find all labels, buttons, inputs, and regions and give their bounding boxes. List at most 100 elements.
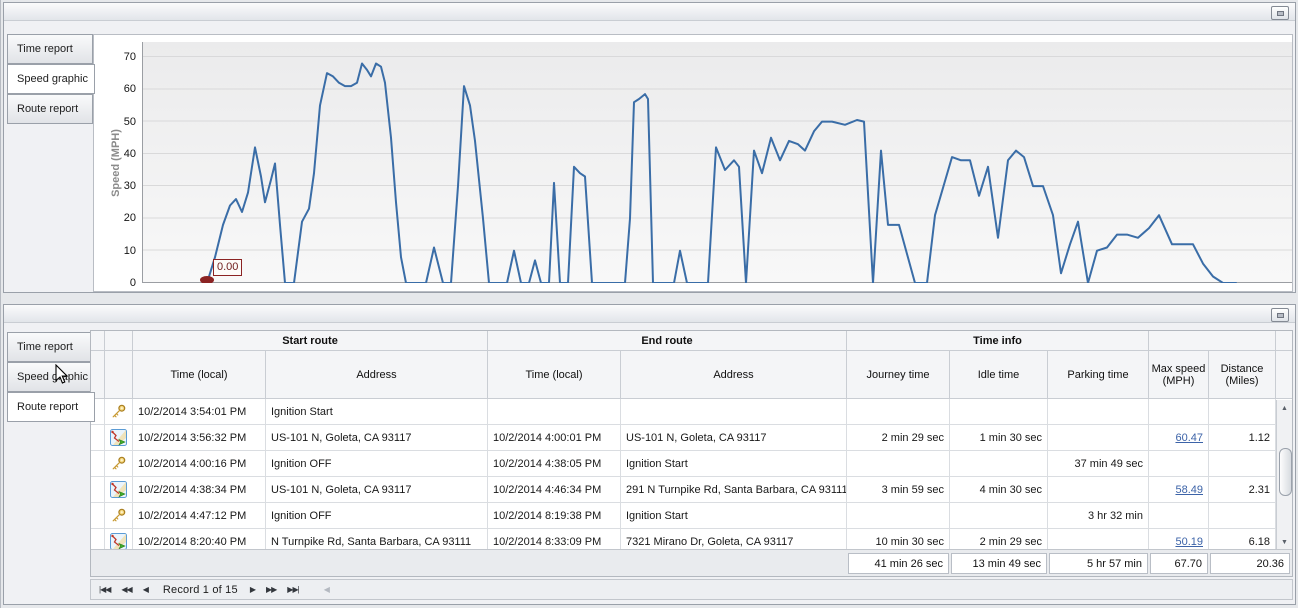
collapse-panel-button[interactable]: [1271, 6, 1289, 20]
header-max-speed[interactable]: Max speed (MPH): [1149, 351, 1209, 399]
cell-journey-time: [847, 451, 950, 477]
cell-max-speed: 58.49: [1149, 477, 1209, 503]
cell-max-speed: [1149, 399, 1209, 425]
key-icon: [112, 404, 126, 418]
scroll-up-button[interactable]: ▲: [1281, 404, 1288, 412]
cell-max-speed: [1149, 503, 1209, 529]
route-report-panel: Time report Speed graphic Route report Sta…: [3, 304, 1296, 605]
cell-distance: [1209, 451, 1276, 477]
header-scroll-spacer: [1276, 331, 1292, 351]
chart-plot-area: [142, 42, 1292, 283]
header-end-address[interactable]: Address: [621, 351, 847, 399]
last-record-button[interactable]: ▶▶|: [287, 585, 299, 594]
next-page-button[interactable]: ▶▶: [265, 585, 277, 594]
summary-distance: 20.36: [1210, 553, 1290, 574]
cell-end-address: 291 N Turnpike Rd, Santa Barbara, CA 931…: [621, 477, 847, 503]
cell-start-time: 10/2/2014 4:00:16 PM: [133, 451, 266, 477]
subheader-indicator: [91, 351, 105, 399]
header-start-address[interactable]: Address: [266, 351, 488, 399]
tab-time-report[interactable]: Time report: [7, 332, 93, 362]
cell-distance: [1209, 503, 1276, 529]
prior-page-button[interactable]: ◀◀: [121, 585, 132, 594]
cell-journey-time: [847, 503, 950, 529]
summary-row: 41 min 26 sec 13 min 49 sec 5 hr 57 min …: [91, 549, 1292, 576]
vertical-scrollbar[interactable]: ▲ ▼: [1276, 400, 1292, 550]
cell-start-time: 10/2/2014 4:38:34 PM: [133, 477, 266, 503]
tab-route-report[interactable]: Route report: [7, 392, 95, 422]
series-start-marker: [200, 276, 214, 283]
record-navigator: |◀◀ ◀◀ ◀ Record 1 of 15 ▶ ▶▶ ▶▶| ◀: [90, 579, 1293, 600]
summary-parking-time: 5 hr 57 min: [1049, 553, 1148, 574]
cell-end-address: [621, 399, 847, 425]
cell-start-address: US-101 N, Goleta, CA 93117: [266, 425, 488, 451]
scroll-thumb[interactable]: [1279, 448, 1292, 496]
speed-chart-svg: [142, 42, 1292, 283]
tab-route-report[interactable]: Route report: [7, 94, 93, 124]
collapse-panel-button[interactable]: [1271, 308, 1289, 322]
collapse-icon: [1276, 312, 1284, 318]
cell-parking-time: [1048, 529, 1149, 549]
cell-end-time: 10/2/2014 8:33:09 PM: [488, 529, 621, 549]
cell-start-address: Ignition Start: [266, 399, 488, 425]
cell-start-time: 10/2/2014 3:56:32 PM: [133, 425, 266, 451]
y-tick-label: 50: [123, 115, 136, 128]
table-row[interactable]: 10/2/2014 4:47:12 PM Ignition OFF 10/2/201…: [91, 503, 1276, 529]
header-journey-time[interactable]: Journey time: [847, 351, 950, 399]
cell-end-time: 10/2/2014 4:38:05 PM: [488, 451, 621, 477]
max-speed-link[interactable]: 60.47: [1175, 431, 1203, 444]
subheader-scroll-spacer: [1276, 351, 1292, 399]
cell-start-time: 10/2/2014 4:47:12 PM: [133, 503, 266, 529]
cell-indicator: [91, 425, 105, 451]
header-time-info: Time info: [847, 331, 1149, 351]
header-start-time[interactable]: Time (local): [133, 351, 266, 399]
table-subheader-row: Time (local) Address Time (local) Addres…: [91, 351, 1292, 399]
first-record-button[interactable]: |◀◀: [99, 585, 111, 594]
table-row[interactable]: 10/2/2014 3:54:01 PM Ignition Start: [91, 399, 1276, 425]
horizontal-scroll-left-arrow[interactable]: ◀: [323, 585, 330, 594]
table-row[interactable]: 10/2/2014 8:20:40 PM N Turnpike Rd, Santa…: [91, 529, 1276, 549]
route-icon: [110, 481, 127, 498]
table-row[interactable]: 10/2/2014 4:38:34 PM US-101 N, Goleta, CA…: [91, 477, 1276, 503]
cell-max-speed: 60.47: [1149, 425, 1209, 451]
cell-idle-time: [950, 503, 1048, 529]
y-tick-label: 0: [129, 277, 136, 289]
key-icon: [112, 456, 126, 470]
cell-indicator: [91, 477, 105, 503]
max-speed-link[interactable]: 50.19: [1175, 535, 1203, 548]
header-icon-column: [105, 331, 133, 351]
prior-record-button[interactable]: ◀: [142, 585, 149, 594]
y-tick-label: 60: [123, 83, 136, 96]
scroll-down-button[interactable]: ▼: [1281, 538, 1288, 546]
next-record-button[interactable]: ▶: [249, 585, 256, 594]
tab-speed-graphic[interactable]: Speed graphic: [7, 64, 95, 94]
cell-indicator: [91, 529, 105, 549]
header-end-time[interactable]: Time (local): [488, 351, 621, 399]
header-idle-time[interactable]: Idle time: [950, 351, 1048, 399]
tab-speed-graphic[interactable]: Speed graphic: [7, 362, 93, 392]
cell-icon: [105, 399, 133, 425]
y-tick-label: 70: [123, 51, 136, 63]
speed-chart: Speed (MPH) 0.00 0 10 20 30 40 50 60 70: [93, 34, 1293, 292]
header-parking-time[interactable]: Parking time: [1048, 351, 1149, 399]
table-rows-container: 10/2/2014 3:54:01 PM Ignition Start 10/2/2…: [91, 399, 1276, 549]
max-speed-link[interactable]: 58.49: [1175, 483, 1203, 496]
cell-end-address: 7321 Mirano Dr, Goleta, CA 93117: [621, 529, 847, 549]
y-tick-label: 10: [123, 244, 136, 257]
panel-titlebar: [4, 3, 1295, 21]
table-row[interactable]: 10/2/2014 3:56:32 PM US-101 N, Goleta, CA…: [91, 425, 1276, 451]
table-row[interactable]: 10/2/2014 4:00:16 PM Ignition OFF 10/2/201…: [91, 451, 1276, 477]
y-tick-label: 20: [123, 212, 136, 225]
header-start-route: Start route: [133, 331, 488, 351]
cell-end-time: 10/2/2014 4:00:01 PM: [488, 425, 621, 451]
cell-indicator: [91, 503, 105, 529]
header-distance[interactable]: Distance (Miles): [1209, 351, 1276, 399]
summary-idle-time: 13 min 49 sec: [951, 553, 1047, 574]
y-tick-label: 30: [123, 180, 136, 193]
route-table: Start route End route Time info Time (lo…: [90, 330, 1293, 577]
speed-annotation: 0.00: [213, 259, 243, 276]
tab-time-report[interactable]: Time report: [7, 34, 93, 64]
panel-titlebar: [4, 305, 1295, 323]
cell-icon: [105, 425, 133, 451]
header-indicator-column: [91, 331, 105, 351]
cell-start-time: 10/2/2014 8:20:40 PM: [133, 529, 266, 549]
